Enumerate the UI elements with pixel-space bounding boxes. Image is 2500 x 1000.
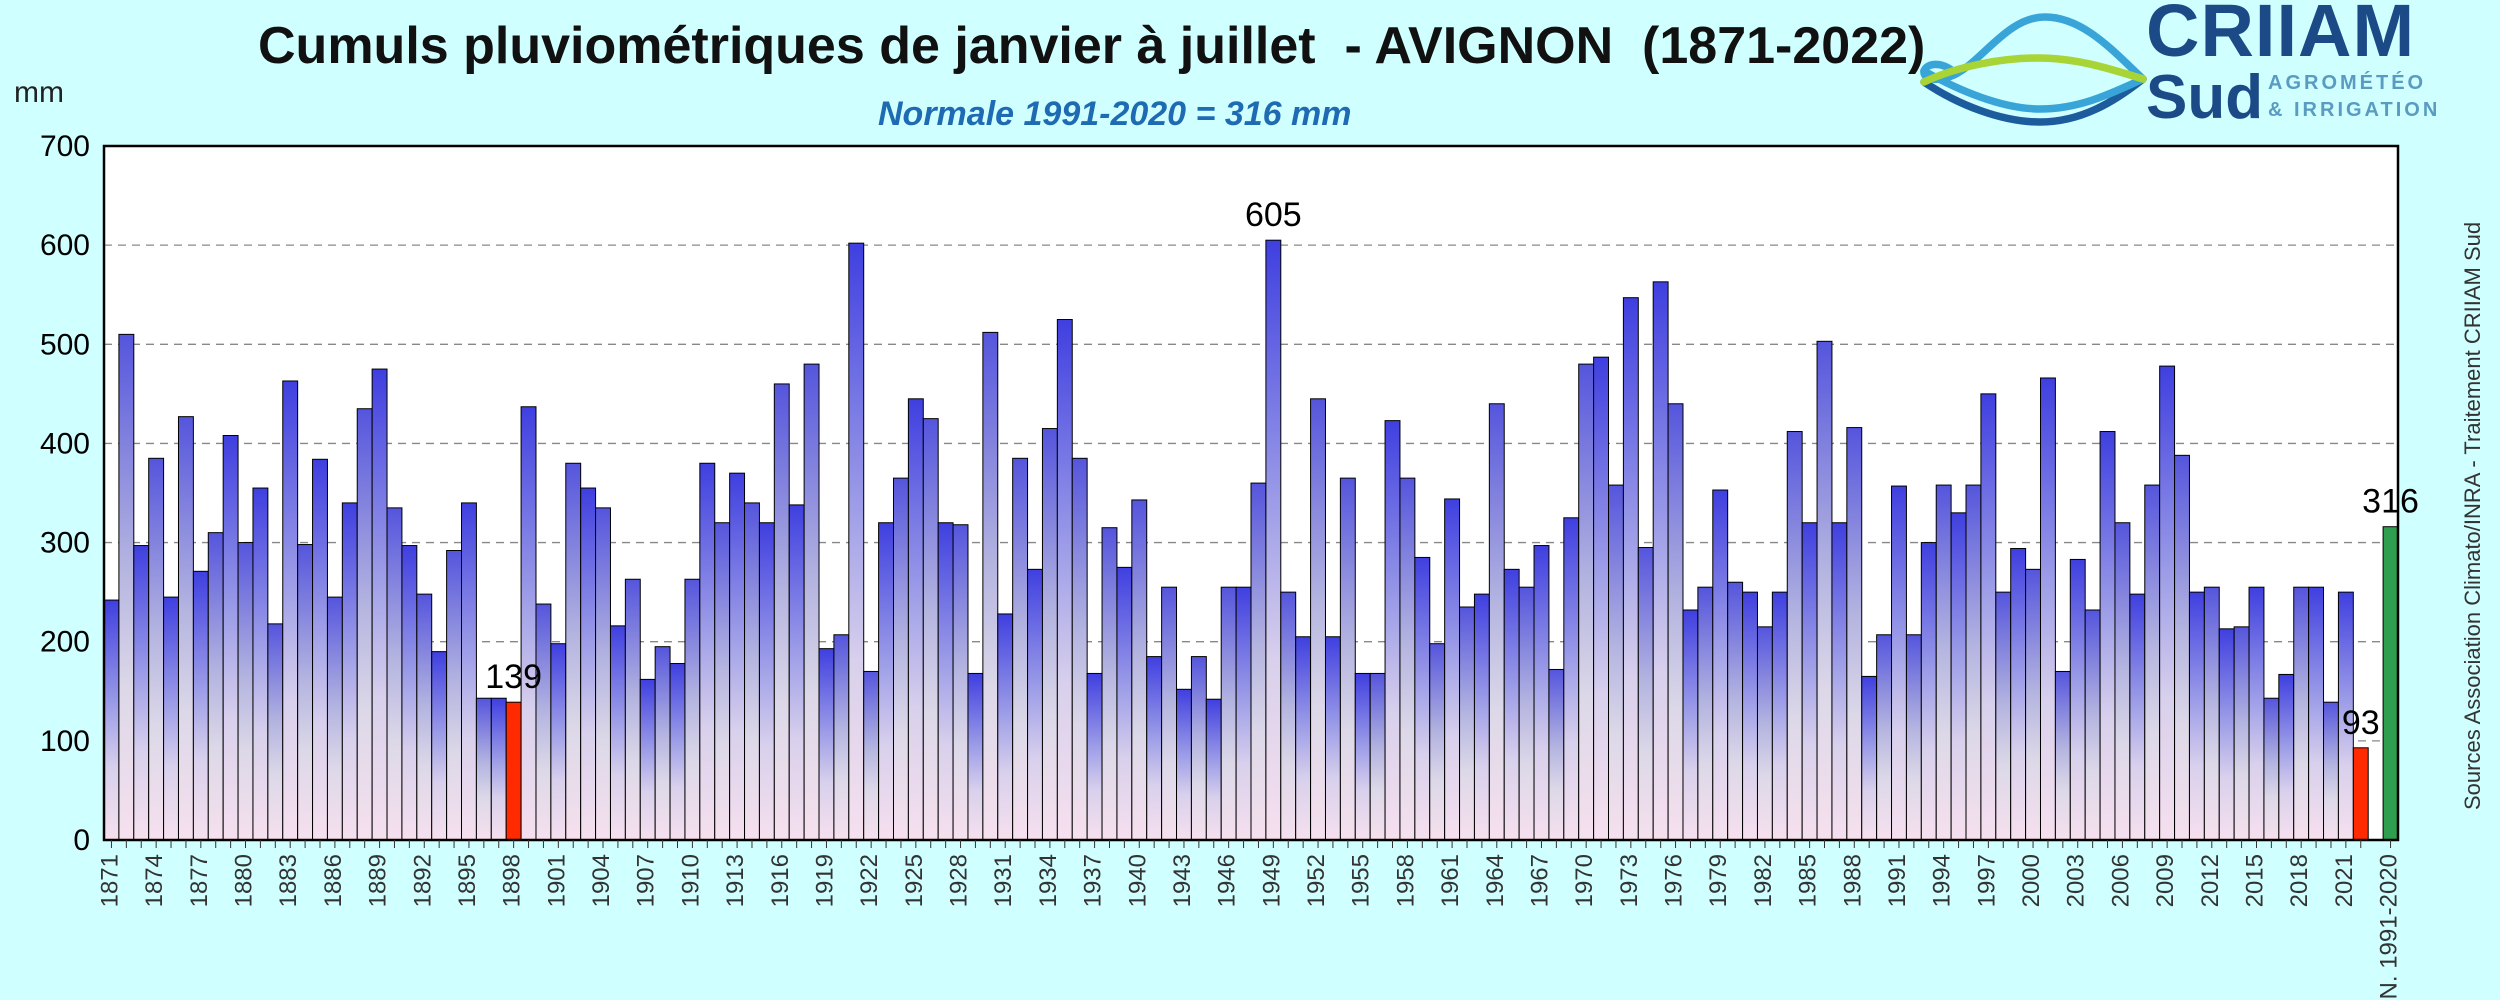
svg-text:1874: 1874 — [141, 854, 168, 907]
svg-text:2006: 2006 — [2107, 854, 2134, 907]
svg-text:1985: 1985 — [1795, 854, 1822, 907]
svg-text:2012: 2012 — [2197, 854, 2224, 907]
svg-text:1982: 1982 — [1750, 854, 1777, 907]
svg-text:1976: 1976 — [1661, 854, 1688, 907]
svg-text:1928: 1928 — [946, 854, 973, 907]
svg-text:1949: 1949 — [1258, 854, 1285, 907]
svg-text:1904: 1904 — [588, 854, 615, 907]
svg-text:1940: 1940 — [1124, 854, 1151, 907]
svg-text:139: 139 — [485, 658, 542, 696]
svg-text:1913: 1913 — [722, 854, 749, 907]
svg-text:1988: 1988 — [1839, 854, 1866, 907]
svg-text:100: 100 — [40, 725, 90, 758]
svg-text:600: 600 — [40, 229, 90, 262]
svg-text:93: 93 — [2342, 704, 2380, 742]
svg-text:2009: 2009 — [2152, 854, 2179, 907]
svg-text:2015: 2015 — [2241, 854, 2268, 907]
svg-text:1979: 1979 — [1705, 854, 1732, 907]
svg-text:1967: 1967 — [1526, 854, 1553, 907]
svg-text:1907: 1907 — [633, 854, 660, 907]
svg-text:1958: 1958 — [1392, 854, 1419, 907]
svg-text:500: 500 — [40, 328, 90, 361]
svg-text:1922: 1922 — [856, 854, 883, 907]
svg-text:1925: 1925 — [901, 854, 928, 907]
svg-text:1934: 1934 — [1035, 854, 1062, 907]
svg-text:1952: 1952 — [1303, 854, 1330, 907]
svg-text:1898: 1898 — [499, 854, 526, 907]
svg-text:1970: 1970 — [1571, 854, 1598, 907]
svg-text:1997: 1997 — [1973, 854, 2000, 907]
svg-text:N. 1991-2020: N. 1991-2020 — [2376, 854, 2403, 999]
svg-text:1919: 1919 — [811, 854, 838, 907]
svg-text:1946: 1946 — [1214, 854, 1241, 907]
svg-text:700: 700 — [40, 130, 90, 163]
svg-text:1877: 1877 — [186, 854, 213, 907]
svg-text:1883: 1883 — [275, 854, 302, 907]
svg-text:1910: 1910 — [677, 854, 704, 907]
svg-text:1961: 1961 — [1437, 854, 1464, 907]
svg-text:1973: 1973 — [1616, 854, 1643, 907]
svg-text:300: 300 — [40, 527, 90, 560]
svg-text:1964: 1964 — [1482, 854, 1509, 907]
svg-text:1871: 1871 — [96, 854, 123, 907]
svg-text:1931: 1931 — [990, 854, 1017, 907]
svg-text:1895: 1895 — [454, 854, 481, 907]
svg-text:200: 200 — [40, 626, 90, 659]
svg-text:1943: 1943 — [1169, 854, 1196, 907]
svg-text:1892: 1892 — [409, 854, 436, 907]
svg-text:316: 316 — [2362, 483, 2419, 521]
svg-text:1937: 1937 — [1080, 854, 1107, 907]
svg-text:1889: 1889 — [365, 854, 392, 907]
svg-text:1991: 1991 — [1884, 854, 1911, 907]
svg-text:2000: 2000 — [2018, 854, 2045, 907]
svg-text:400: 400 — [40, 427, 90, 460]
svg-text:605: 605 — [1245, 196, 1302, 234]
svg-text:0: 0 — [73, 824, 90, 857]
svg-text:2003: 2003 — [2063, 854, 2090, 907]
svg-text:2018: 2018 — [2286, 854, 2313, 907]
svg-text:1994: 1994 — [1929, 854, 1956, 907]
svg-text:2021: 2021 — [2331, 854, 2358, 907]
svg-text:1886: 1886 — [320, 854, 347, 907]
svg-text:1955: 1955 — [1348, 854, 1375, 907]
svg-text:1880: 1880 — [231, 854, 258, 907]
svg-text:1916: 1916 — [767, 854, 794, 907]
svg-text:1901: 1901 — [543, 854, 570, 907]
